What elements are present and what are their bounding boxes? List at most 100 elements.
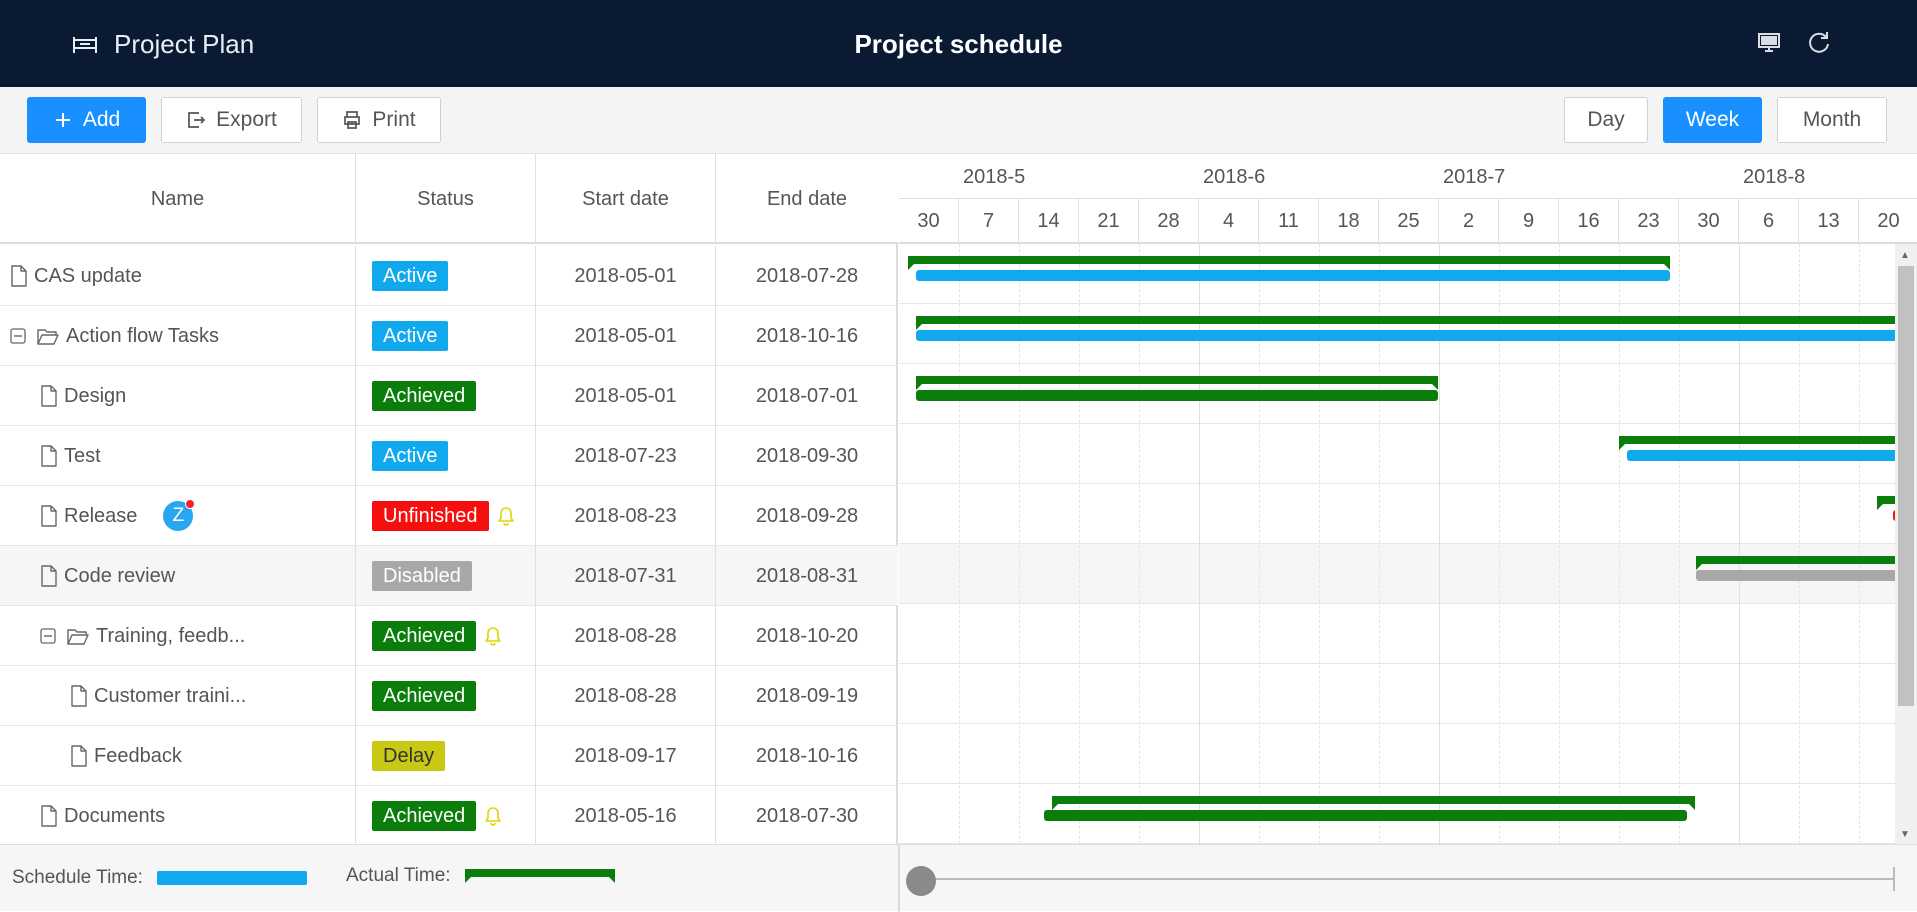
schedule-time-bar[interactable] — [916, 270, 1670, 281]
schedule-time-bar[interactable] — [1044, 810, 1687, 821]
table-row[interactable]: Code review Disabled 2018-07-31 2018-08-31 — [0, 546, 898, 606]
collapse-icon[interactable] — [40, 628, 56, 644]
gantt-row — [899, 424, 1917, 484]
cell-name: Test — [0, 426, 356, 486]
actual-time-bar[interactable] — [1619, 436, 1917, 450]
task-name[interactable]: Documents — [64, 804, 166, 827]
monitor-icon[interactable] — [1756, 30, 1782, 56]
week-label: 6 — [1739, 199, 1799, 244]
scroll-up-arrow[interactable]: ▲ — [1900, 250, 1910, 261]
actual-time-bar[interactable] — [916, 316, 1917, 330]
table-row[interactable]: Feedback Delay 2018-09-17 2018-10-16 — [0, 726, 898, 786]
table-row[interactable]: Action flow Tasks Active 2018-05-01 2018-10… — [0, 306, 898, 366]
actual-time-bar[interactable] — [1696, 556, 1917, 570]
table-row[interactable]: Documents Achieved 2018-05-16 2018-07-30 — [0, 786, 898, 846]
task-name[interactable]: Test — [64, 444, 101, 467]
table-row[interactable]: Test Active 2018-07-23 2018-09-30 — [0, 426, 898, 486]
vertical-scrollbar[interactable]: ▲ ▼ — [1895, 244, 1917, 844]
add-button[interactable]: Add — [27, 97, 146, 143]
week-label: 30 — [1679, 199, 1739, 244]
week-label: 14 — [1019, 199, 1079, 244]
cell-end-date: 2018-07-30 — [755, 804, 859, 827]
bell-icon[interactable] — [482, 625, 504, 647]
month-label: 2018-8 — [1743, 166, 1806, 188]
scrollbar-thumb[interactable] — [1898, 266, 1914, 706]
task-name[interactable]: Code review — [64, 564, 176, 587]
task-name[interactable]: Release — [64, 504, 138, 527]
zoom-slider-knob[interactable] — [906, 866, 936, 896]
view-month-button[interactable]: Month — [1777, 97, 1887, 143]
cell-end-date: 2018-10-16 — [755, 744, 859, 767]
task-name[interactable]: Training, feedb... — [96, 624, 246, 647]
week-label: 21 — [1079, 199, 1139, 244]
cell-end-date: 2018-09-19 — [755, 684, 859, 707]
week-label: 11 — [1259, 199, 1319, 244]
actual-time-bar[interactable] — [908, 256, 1670, 270]
status-badge: Disabled — [372, 561, 472, 591]
gantt-row — [899, 304, 1917, 364]
grid-line — [1259, 244, 1260, 844]
grid-line — [1319, 244, 1320, 844]
week-label: 18 — [1319, 199, 1379, 244]
actual-time-bar[interactable] — [916, 376, 1438, 390]
cell-status: Active — [356, 246, 536, 306]
schedule-time-bar[interactable] — [916, 330, 1917, 341]
column-start-date[interactable]: Start date — [536, 154, 716, 244]
table-row[interactable]: Design Achieved 2018-05-01 2018-07-01 — [0, 366, 898, 426]
brand[interactable]: Project Plan — [72, 29, 254, 60]
cell-name: Release Z — [0, 486, 356, 546]
scroll-down-arrow[interactable]: ▼ — [1900, 829, 1910, 840]
column-status[interactable]: Status — [356, 154, 536, 244]
page-title: Project schedule — [854, 29, 1063, 59]
week-label: 30 — [899, 199, 959, 244]
cell-status: Disabled — [356, 546, 536, 606]
cell-start-date: 2018-05-01 — [536, 366, 716, 426]
task-name[interactable]: Action flow Tasks — [66, 324, 220, 347]
grid-line — [1739, 244, 1740, 844]
zoom-slider-end — [1893, 867, 1895, 891]
zoom-slider-track[interactable] — [920, 878, 1895, 880]
task-name[interactable]: Customer traini... — [94, 684, 247, 707]
task-name[interactable]: Feedback — [94, 744, 182, 767]
app-header: Project Plan Project schedule — [0, 0, 1917, 87]
column-end-date[interactable]: End date — [766, 187, 848, 210]
cell-status: Delay — [356, 726, 536, 786]
table-row[interactable]: Customer traini... Achieved 2018-08-28 2018… — [0, 666, 898, 726]
legend-actual: Actual Time: — [346, 865, 615, 887]
month-label: 2018-6 — [1203, 166, 1266, 188]
legend-actual-swatch — [464, 869, 615, 883]
avatar[interactable]: Z — [163, 499, 196, 531]
table-row[interactable]: Training, feedb... Achieved 2018-08-28 2018… — [0, 606, 898, 666]
table-row[interactable]: CAS update Active 2018-05-01 2018-07-28 — [0, 246, 898, 306]
status-badge: Delay — [372, 741, 446, 771]
task-grid: Name Status Start date End date CAS upda… — [0, 154, 898, 846]
refresh-icon[interactable] — [1806, 30, 1832, 56]
schedule-time-bar[interactable] — [1627, 450, 1917, 461]
view-day-button[interactable]: Day — [1564, 97, 1648, 143]
task-name[interactable]: Design — [64, 384, 127, 407]
gantt-row — [899, 364, 1917, 424]
cell-start-date: 2018-07-23 — [536, 426, 716, 486]
cell-name: CAS update — [0, 246, 356, 306]
cell-start-date: 2018-05-16 — [536, 786, 716, 846]
print-button[interactable]: Print — [317, 97, 441, 143]
collapse-icon[interactable] — [10, 328, 26, 344]
bell-icon[interactable] — [482, 805, 504, 827]
cell-start-date: 2018-05-01 — [536, 306, 716, 366]
task-name[interactable]: CAS update — [34, 264, 142, 287]
status-badge: Active — [372, 261, 449, 291]
folder-open-icon — [37, 329, 59, 345]
view-week-button[interactable]: Week — [1663, 97, 1762, 143]
grid-line — [1619, 244, 1620, 844]
legend-schedule-swatch — [156, 871, 307, 885]
bell-icon[interactable] — [495, 505, 517, 527]
cell-end-date: 2018-10-20 — [755, 624, 859, 647]
column-name[interactable]: Name — [0, 154, 356, 244]
table-row[interactable]: Release Z Unfinished 2018-08-23 2018-09-28 — [0, 486, 898, 546]
export-button[interactable]: Export — [161, 97, 302, 143]
schedule-time-bar[interactable] — [916, 390, 1438, 401]
grid-line — [1499, 244, 1500, 844]
status-badge: Achieved — [372, 621, 477, 651]
actual-time-bar[interactable] — [1052, 796, 1695, 810]
schedule-time-bar[interactable] — [1696, 570, 1917, 581]
